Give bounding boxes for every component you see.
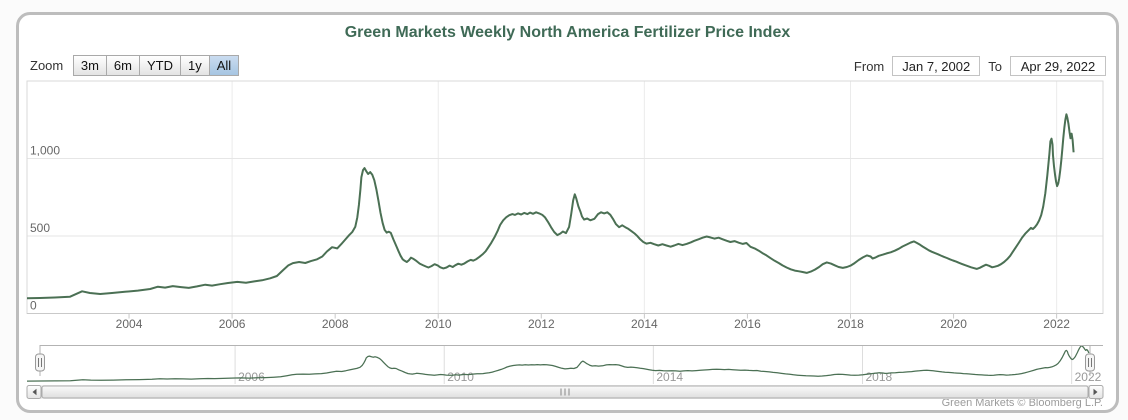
- chart-widget-window: Green Markets Weekly North America Ferti…: [16, 12, 1119, 413]
- date-range-controls: From To: [854, 56, 1106, 76]
- zoom-button-3m[interactable]: 3m: [72, 55, 107, 76]
- from-label: From: [853, 58, 885, 74]
- from-date-input[interactable]: [892, 56, 981, 76]
- zoom-button-6m[interactable]: 6m: [105, 55, 140, 76]
- zoom-button-ytd[interactable]: YTD: [138, 55, 181, 76]
- zoom-label: Zoom: [30, 58, 64, 73]
- credits: Green Markets © Bloomberg L.P.: [941, 397, 1103, 409]
- to-date-input[interactable]: [1010, 56, 1106, 76]
- to-label: To: [988, 58, 1002, 74]
- zoom-buttons: 3m 6m YTD 1y All: [72, 55, 240, 76]
- chart-title: Green Markets Weekly North America Ferti…: [344, 24, 791, 41]
- zoom-button-1y[interactable]: 1y: [179, 55, 210, 76]
- zoom-button-all[interactable]: All: [208, 55, 240, 76]
